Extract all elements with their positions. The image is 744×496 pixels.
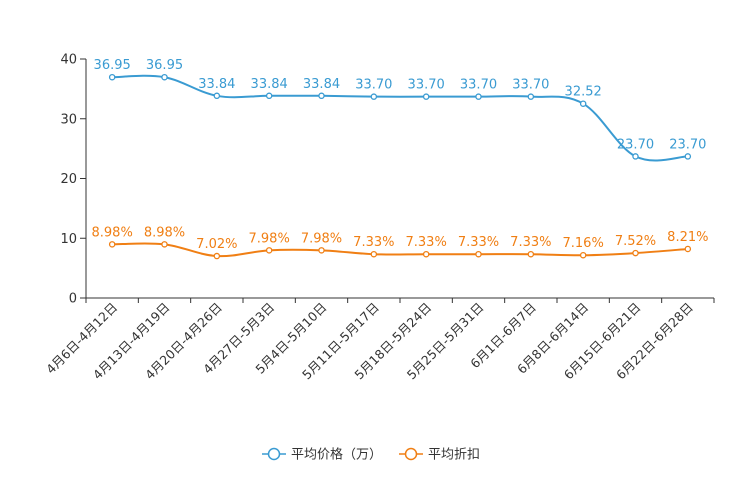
data-point	[161, 241, 168, 248]
series-line-avg-price	[112, 74, 688, 162]
data-label: 7.98%	[249, 231, 290, 246]
data-point	[475, 93, 482, 100]
data-point	[475, 250, 482, 258]
data-label: 33.84	[251, 77, 288, 92]
data-label: 33.70	[355, 78, 392, 93]
data-point	[370, 250, 378, 258]
data-point	[684, 153, 692, 160]
y-tick-label: 0	[69, 292, 77, 307]
data-point	[318, 247, 325, 254]
data-label: 33.84	[303, 77, 340, 92]
data-label: 33.70	[512, 78, 549, 93]
data-point	[108, 73, 116, 81]
data-point	[527, 250, 535, 258]
legend-marker-icon	[267, 447, 281, 461]
data-point	[370, 93, 378, 100]
data-point	[213, 252, 221, 260]
data-label: 7.16%	[563, 236, 604, 251]
legend[interactable]: 平均价格（万） 平均折扣	[262, 447, 480, 463]
data-point	[265, 247, 273, 254]
data-label: 32.52	[565, 85, 602, 100]
data-point	[579, 251, 587, 259]
data-label: 7.98%	[301, 231, 342, 246]
data-point	[318, 92, 325, 100]
legend-label: 平均折扣	[428, 448, 480, 463]
data-point	[108, 241, 116, 248]
y-tick-label: 30	[60, 112, 77, 127]
legend-item-avg-price[interactable]: 平均价格（万）	[262, 447, 382, 463]
data-point	[265, 92, 273, 100]
data-label: 33.70	[460, 78, 497, 93]
data-point	[632, 153, 639, 160]
legend-item-avg-discount[interactable]: 平均折扣	[399, 448, 480, 463]
data-label: 8.98%	[92, 225, 133, 240]
data-label: 33.70	[408, 78, 445, 93]
data-label: 7.33%	[353, 235, 394, 250]
y-tick-label: 10	[60, 232, 77, 247]
chart-axes: 0102030404月6日-4月12日4月13日-4月19日4月20日-4月26…	[43, 53, 715, 382]
data-point	[527, 93, 535, 100]
series-line-avg-discount	[112, 242, 688, 258]
data-label: 7.02%	[196, 237, 237, 252]
data-point	[579, 100, 587, 107]
data-label: 7.33%	[458, 235, 499, 250]
data-label: 33.84	[198, 77, 235, 92]
data-point	[422, 250, 430, 258]
data-point	[422, 93, 430, 100]
y-tick-label: 40	[60, 53, 77, 68]
data-point	[632, 249, 639, 257]
data-label: 7.52%	[615, 234, 656, 249]
data-point	[161, 73, 168, 81]
data-label: 8.98%	[144, 225, 185, 240]
data-point	[684, 245, 692, 253]
data-label: 8.21%	[667, 230, 708, 245]
y-tick-label: 20	[60, 172, 77, 187]
data-label: 7.33%	[406, 235, 447, 250]
data-labels: 36.95 36.95 33.84 33.84 33.84 33.70 33.70 33.70…	[92, 58, 709, 252]
series-layer	[108, 73, 692, 260]
legend-label: 平均价格（万）	[291, 447, 382, 463]
data-label: 7.33%	[510, 235, 551, 250]
data-label: 23.70	[617, 137, 654, 152]
data-label: 23.70	[669, 137, 706, 152]
data-label: 36.95	[146, 58, 183, 73]
data-point	[213, 92, 221, 100]
legend-marker-icon	[404, 447, 418, 461]
data-label: 36.95	[94, 58, 131, 73]
